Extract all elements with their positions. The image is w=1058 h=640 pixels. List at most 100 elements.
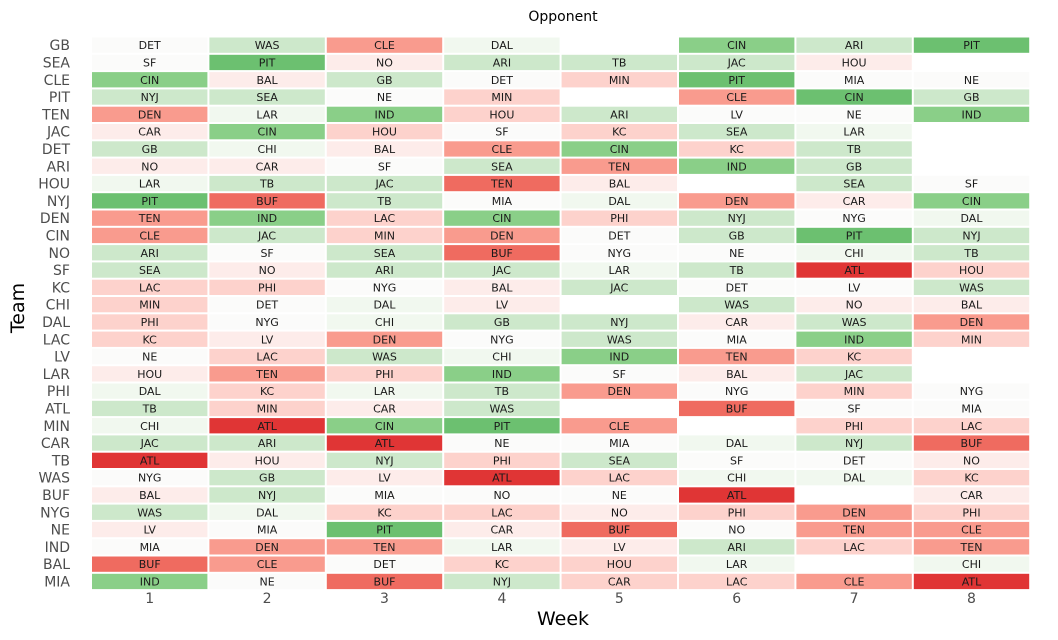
heatmap-cell [913, 556, 1030, 572]
cell-label: GB [259, 472, 275, 485]
cell-label: NE [142, 351, 157, 364]
cell-label: PHI [258, 281, 276, 294]
cell-label: PIT [259, 56, 276, 69]
y-tick-label: CLE [44, 73, 70, 89]
cell-label: DET [726, 281, 748, 294]
cell-label: LAC [374, 212, 396, 225]
cell-label: CIN [140, 74, 159, 87]
heatmap-cell [209, 331, 325, 347]
heatmap-cell [209, 314, 325, 330]
cell-label: LAR [491, 541, 513, 554]
heatmap-cell [209, 279, 325, 295]
cell-label: MIN [257, 402, 278, 415]
heatmap-cell [92, 37, 208, 53]
cell-label: DEN [373, 333, 397, 346]
heatmap-cell [209, 72, 325, 88]
heatmap-cell [92, 158, 208, 174]
heatmap-cell [92, 210, 208, 226]
cell-label: BUF [491, 247, 513, 260]
heatmap-cell [92, 227, 208, 244]
heatmap-cell [92, 175, 208, 192]
cell-label: TEN [842, 524, 865, 537]
cell-label: CHI [375, 316, 394, 329]
heatmap-cell [796, 348, 912, 365]
heatmap-cell [796, 297, 912, 313]
heatmap-cell [92, 452, 208, 468]
heatmap-cell [561, 124, 677, 140]
cell-label: CLE [844, 575, 865, 588]
heatmap-cell [326, 400, 443, 417]
cell-label: WAS [255, 39, 280, 52]
y-tick-label: BAL [43, 557, 70, 573]
heatmap-cell [913, 487, 1030, 503]
cell-label: CLE [961, 524, 982, 537]
cell-label: LAC [256, 351, 278, 364]
heatmap-cells: DET WAS CLE DAL CIN ARI PIT SF PIT NO ARI TB JAC HOU C… [92, 37, 1030, 590]
heatmap-cell [209, 227, 325, 244]
cell-label: CHI [140, 420, 159, 433]
heatmap-cell [796, 158, 912, 174]
cell-label: SEA [843, 178, 865, 191]
cell-label: DAL [491, 39, 514, 52]
heatmap-cell [679, 227, 795, 244]
cell-label: IND [727, 160, 747, 173]
heatmap-cell [679, 158, 795, 174]
heatmap-cell [913, 452, 1030, 468]
heatmap-cell [913, 521, 1030, 538]
heatmap-cell [913, 331, 1030, 347]
heatmap-cell [326, 383, 443, 399]
heatmap-cell [679, 573, 795, 590]
cell-label: NO [259, 264, 276, 277]
heatmap-cell [444, 504, 560, 520]
heatmap-cell [326, 89, 443, 105]
heatmap-cell [209, 400, 325, 417]
cell-label: DET [256, 299, 278, 312]
heatmap-cell [561, 348, 677, 365]
cell-label: BUF [608, 524, 630, 537]
heatmap-cell [326, 279, 443, 295]
cell-label: NO [376, 56, 393, 69]
heatmap-cell [561, 521, 677, 538]
cell-label: PHI [728, 506, 746, 519]
cell-label: SF [495, 126, 508, 139]
heatmap-cell [326, 72, 443, 88]
cell-label: CAR [373, 402, 396, 415]
heatmap-cell [326, 556, 443, 572]
cell-label: NO [846, 299, 863, 312]
heatmap-cell [444, 452, 560, 468]
cell-label: PIT [494, 420, 511, 433]
cell-label: CAR [960, 489, 983, 502]
cell-label: DEN [725, 195, 749, 208]
heatmap-cell [796, 210, 912, 226]
y-tick-label: MIA [44, 574, 70, 590]
y-tick-label: BUF [42, 488, 70, 504]
heatmap-cell [326, 521, 443, 538]
cell-label: NO [493, 489, 510, 502]
y-tick-label: CIN [46, 228, 70, 244]
x-tick-label: 8 [967, 591, 976, 607]
heatmap-cell [913, 297, 1030, 313]
heatmap-cell [92, 556, 208, 572]
heatmap-cell [209, 348, 325, 365]
heatmap-cell [444, 331, 560, 347]
heatmap-cell [444, 556, 560, 572]
y-tick-label: CHI [46, 298, 70, 314]
cell-label: BUF [139, 558, 161, 571]
heatmap-cell [444, 262, 560, 278]
cell-label: DAL [608, 195, 631, 208]
heatmap-cell [326, 54, 443, 71]
cell-label: DET [373, 558, 395, 571]
cell-label: LAC [726, 575, 748, 588]
cell-label: NYG [960, 385, 983, 398]
cell-label: NYG [725, 385, 748, 398]
heatmap-cell [561, 539, 677, 555]
x-tick-label: 7 [850, 591, 859, 607]
cell-label: NO [141, 160, 158, 173]
cell-label: CAR [256, 160, 279, 173]
heatmap-cell [444, 418, 560, 434]
heatmap-cell [444, 54, 560, 71]
cell-label: IND [492, 368, 512, 381]
cell-label: GB [729, 229, 745, 242]
cell-label: BAL [139, 489, 161, 502]
heatmap-cell [796, 539, 912, 555]
